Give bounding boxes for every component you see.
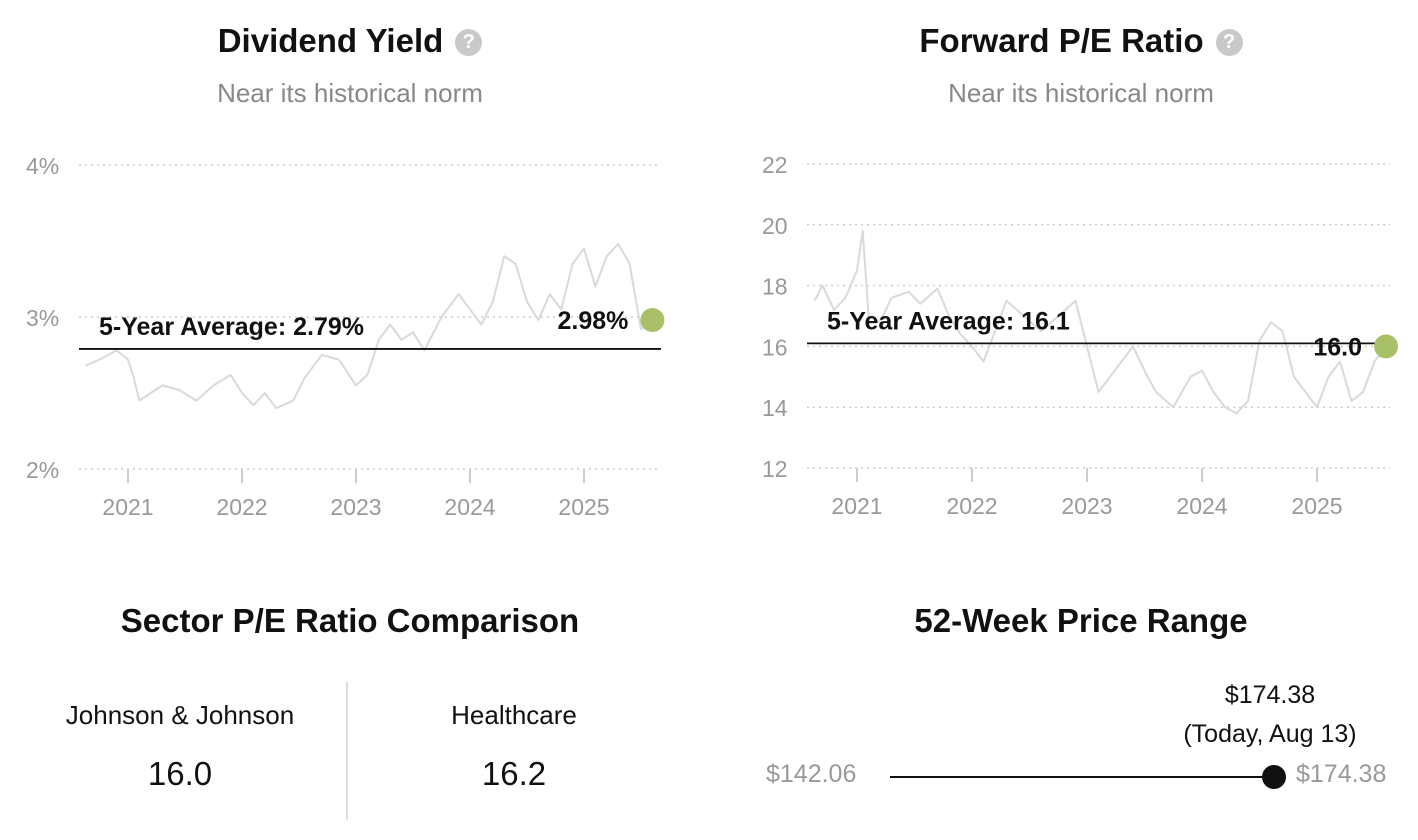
company-pe-column: Johnson & Johnson 16.0 xyxy=(30,700,330,793)
current-price-date: (Today, Aug 13) xyxy=(1183,720,1357,748)
sector-comparison-panel: Sector P/E Ratio Comparison Johnson & Jo… xyxy=(0,590,700,840)
forward-pe-panel: Forward P/E Ratio? Near its historical n… xyxy=(700,0,1418,540)
question-circle-icon[interactable]: ? xyxy=(455,29,483,56)
y-tick-label: 20 xyxy=(762,213,788,239)
range-low-label: $142.06 xyxy=(766,760,857,788)
current-value-label: 16.0 xyxy=(1313,333,1362,361)
y-tick-label: 4% xyxy=(26,153,59,179)
current-value-label: 2.98% xyxy=(558,307,629,335)
company-pe-value: 16.0 xyxy=(147,755,213,792)
sector-name: Healthcare xyxy=(451,700,577,730)
current-value-marker xyxy=(640,308,665,333)
x-tick-label: 2024 xyxy=(1176,493,1227,519)
current-price: $174.38 xyxy=(1224,681,1316,709)
x-tick-label: 2022 xyxy=(946,493,997,519)
x-tick-label: 2025 xyxy=(558,494,609,520)
y-tick-label: 16 xyxy=(762,334,788,360)
sector-comparison-title: Sector P/E Ratio Comparison xyxy=(120,602,580,639)
y-tick-label: 22 xyxy=(762,152,788,178)
sector-pe-value: 16.2 xyxy=(481,755,547,792)
range-high-label: $174.38 xyxy=(1296,760,1387,788)
price-range-title: 52-Week Price Range xyxy=(914,602,1248,639)
range-track xyxy=(890,776,1274,778)
series-line xyxy=(85,243,654,410)
x-tick-label: 2024 xyxy=(444,494,495,520)
y-tick-label: 3% xyxy=(26,305,59,331)
sector-pe-column: Healthcare 16.2 xyxy=(364,700,664,793)
dividend-yield-panel: Dividend Yield? Near its historical norm… xyxy=(0,0,700,540)
question-circle-icon[interactable]: ? xyxy=(1215,29,1243,56)
x-tick-label: 2022 xyxy=(216,494,267,520)
x-tick-label: 2023 xyxy=(330,494,381,520)
current-price-marker xyxy=(1262,765,1286,789)
dividend-yield-title: Dividend Yield? xyxy=(0,22,700,60)
x-tick-label: 2025 xyxy=(1291,493,1342,519)
comparison-divider xyxy=(346,682,348,820)
price-range-panel: 52-Week Price Range $174.38 (Today, Aug … xyxy=(700,590,1418,840)
x-tick-label: 2023 xyxy=(1061,493,1112,519)
x-tick-label: 2021 xyxy=(102,494,153,520)
company-name: Johnson & Johnson xyxy=(65,700,295,730)
forward-pe-title: Forward P/E Ratio? xyxy=(700,22,1418,60)
y-tick-label: 14 xyxy=(762,395,788,421)
y-tick-label: 2% xyxy=(26,457,59,483)
x-tick-label: 2021 xyxy=(831,493,882,519)
y-tick-label: 18 xyxy=(762,274,788,300)
y-tick-label: 12 xyxy=(762,456,788,482)
average-label: 5-Year Average: 16.1 xyxy=(827,307,1070,335)
forward-pe-subtitle: Near its historical norm xyxy=(948,78,1214,108)
average-label: 5-Year Average: 2.79% xyxy=(99,313,364,341)
series-line xyxy=(813,229,1387,415)
current-price-label: $174.38 (Today, Aug 13) xyxy=(1160,676,1380,754)
dividend-yield-subtitle: Near its historical norm xyxy=(217,78,483,108)
current-value-marker xyxy=(1374,334,1398,359)
dividend-yield-chart: 2% 3% 4% 2021 2022 2023 2024 2025 5-Year Average… xyxy=(26,153,665,520)
